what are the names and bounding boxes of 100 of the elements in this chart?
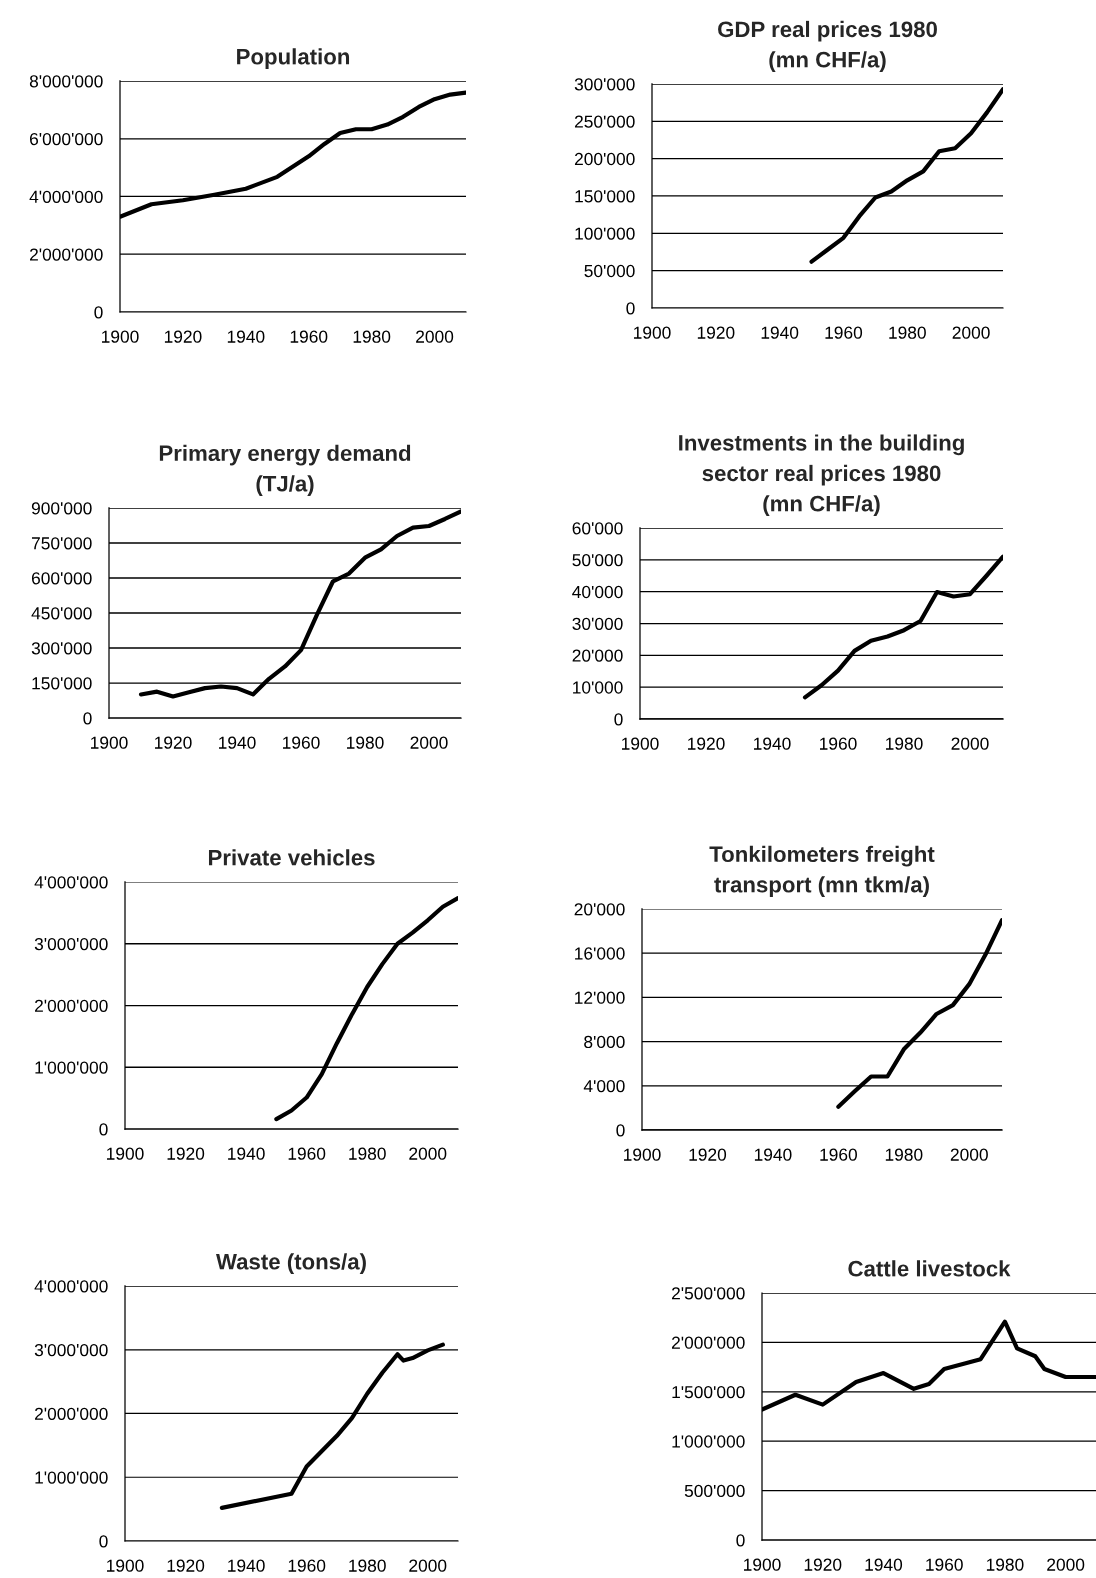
- chart-title: Primary energy demand (TJ/a): [159, 444, 411, 496]
- y-tick-label: 2'000'000: [35, 1407, 108, 1420]
- y-tick-label: 0: [99, 1123, 108, 1136]
- x-tick-label: 2000: [409, 1147, 447, 1160]
- y-tick-label: 8'000: [584, 1035, 625, 1049]
- y-tick-label: 100'000: [575, 227, 635, 240]
- y-tick-label: 50'000: [572, 554, 623, 567]
- y-tick-label: 4'000'000: [34, 1280, 108, 1293]
- x-tick-label: 1920: [688, 737, 725, 750]
- x-tick-label: 1980: [886, 737, 923, 750]
- y-tick-label: 750'000: [31, 537, 92, 550]
- x-tick-label: 1960: [283, 736, 320, 749]
- x-tick-label: 1980: [349, 1559, 386, 1572]
- y-tick-label: 2'000'000: [672, 1336, 745, 1349]
- y-tick-label: 300'000: [574, 78, 635, 91]
- x-tick-label: 2000: [952, 326, 990, 339]
- y-tick-label: 900'000: [31, 502, 92, 515]
- y-tick-label: 150'000: [32, 677, 92, 690]
- y-tick-label: 200'000: [574, 152, 635, 166]
- x-tick-label: 1940: [228, 1559, 265, 1572]
- x-tick-label: 1940: [865, 1558, 903, 1571]
- x-tick-label: 1980: [885, 1148, 923, 1161]
- x-tick-label: 1960: [825, 326, 863, 339]
- y-tick-label: 1'000'000: [672, 1435, 745, 1448]
- x-tick-label: 1940: [227, 330, 265, 343]
- x-tick-label: 1960: [820, 1148, 857, 1161]
- y-tick-label: 500'000: [684, 1484, 745, 1498]
- x-tick-label: 1920: [167, 1559, 205, 1572]
- x-tick-label: 1920: [697, 326, 735, 339]
- chart-title: Cattle livestock: [848, 1260, 1011, 1277]
- y-tick-label: 0: [614, 713, 623, 726]
- x-tick-label: 1940: [228, 1147, 265, 1160]
- chart-title: Investments in the building sector real prices 1980 (mn CHF/a): [679, 434, 964, 516]
- y-tick-label: 300'000: [31, 642, 92, 655]
- x-tick-label: 1900: [744, 1558, 781, 1571]
- x-tick-label: 1920: [804, 1558, 842, 1571]
- chart-title: Private vehicles: [208, 849, 375, 866]
- x-tick-label: 1900: [634, 326, 671, 339]
- x-tick-label: 1920: [167, 1147, 205, 1160]
- y-tick-label: 0: [94, 306, 103, 319]
- x-tick-label: 1940: [754, 1148, 792, 1161]
- y-tick-label: 40'000: [572, 585, 623, 599]
- x-tick-label: 1980: [347, 736, 384, 749]
- x-tick-label: 1940: [761, 326, 799, 339]
- y-tick-label: 0: [83, 712, 92, 725]
- x-tick-label: 1980: [353, 330, 391, 343]
- x-tick-label: 1900: [102, 330, 139, 343]
- y-tick-label: 20'000: [572, 649, 623, 662]
- chart-title: Tonkilometers freight transport (mn tkm/a): [709, 845, 935, 897]
- x-tick-label: 2000: [950, 1148, 988, 1161]
- x-tick-label: 2000: [416, 330, 454, 343]
- y-tick-label: 2'500'000: [672, 1287, 745, 1300]
- y-tick-label: 6'000'000: [30, 132, 103, 146]
- x-tick-label: 1900: [107, 1147, 144, 1160]
- y-tick-label: 1'000'000: [35, 1471, 108, 1484]
- y-tick-label: 8'000'000: [29, 75, 103, 88]
- y-tick-label: 1'500'000: [672, 1385, 745, 1399]
- x-tick-label: 2000: [1047, 1558, 1085, 1571]
- y-tick-label: 150'000: [575, 190, 635, 203]
- x-tick-label: 1980: [986, 1558, 1024, 1571]
- y-tick-label: 2'000'000: [30, 248, 103, 261]
- chart-title: Population: [237, 48, 350, 69]
- y-tick-label: 1'000'000: [35, 1061, 108, 1074]
- x-tick-label: 1900: [91, 736, 128, 749]
- y-tick-label: 50'000: [584, 264, 635, 278]
- x-tick-label: 1960: [926, 1558, 963, 1571]
- y-tick-label: 30'000: [572, 617, 623, 630]
- y-tick-label: 450'000: [31, 607, 92, 620]
- chart-title: Waste (tons/a): [216, 1253, 366, 1274]
- x-tick-label: 2000: [410, 736, 448, 749]
- y-tick-label: 0: [626, 302, 635, 315]
- y-tick-label: 16'000: [575, 947, 625, 960]
- y-tick-label: 4'000: [583, 1079, 625, 1093]
- x-tick-label: 1960: [288, 1147, 326, 1160]
- x-tick-label: 2000: [409, 1559, 447, 1572]
- y-tick-label: 0: [99, 1535, 108, 1548]
- x-tick-label: 1940: [754, 737, 791, 750]
- x-tick-label: 1900: [107, 1559, 144, 1572]
- x-tick-label: 1960: [290, 330, 328, 343]
- y-tick-label: 20'000: [574, 903, 625, 916]
- x-tick-label: 1900: [624, 1148, 661, 1161]
- y-tick-label: 3'000'000: [34, 1343, 108, 1357]
- y-tick-label: 10'000: [573, 681, 623, 694]
- y-tick-label: 4'000'000: [29, 190, 103, 203]
- y-tick-label: 600'000: [31, 572, 92, 585]
- y-tick-label: 250'000: [574, 115, 635, 128]
- y-tick-label: 12'000: [575, 991, 625, 1004]
- x-tick-label: 1920: [155, 736, 192, 749]
- y-tick-label: 0: [616, 1124, 625, 1137]
- x-tick-label: 1900: [622, 737, 659, 750]
- y-tick-label: 60'000: [572, 522, 623, 535]
- x-tick-label: 1920: [689, 1148, 727, 1161]
- x-tick-label: 1960: [820, 737, 857, 750]
- x-tick-label: 2000: [951, 737, 989, 750]
- x-tick-label: 1920: [164, 330, 202, 343]
- chart-title: GDP real prices 1980 (mn CHF/a): [718, 20, 937, 72]
- y-tick-label: 2'000'000: [35, 999, 108, 1012]
- x-tick-label: 1940: [219, 736, 256, 749]
- x-tick-label: 1980: [889, 326, 926, 339]
- y-tick-label: 3'000'000: [34, 937, 108, 951]
